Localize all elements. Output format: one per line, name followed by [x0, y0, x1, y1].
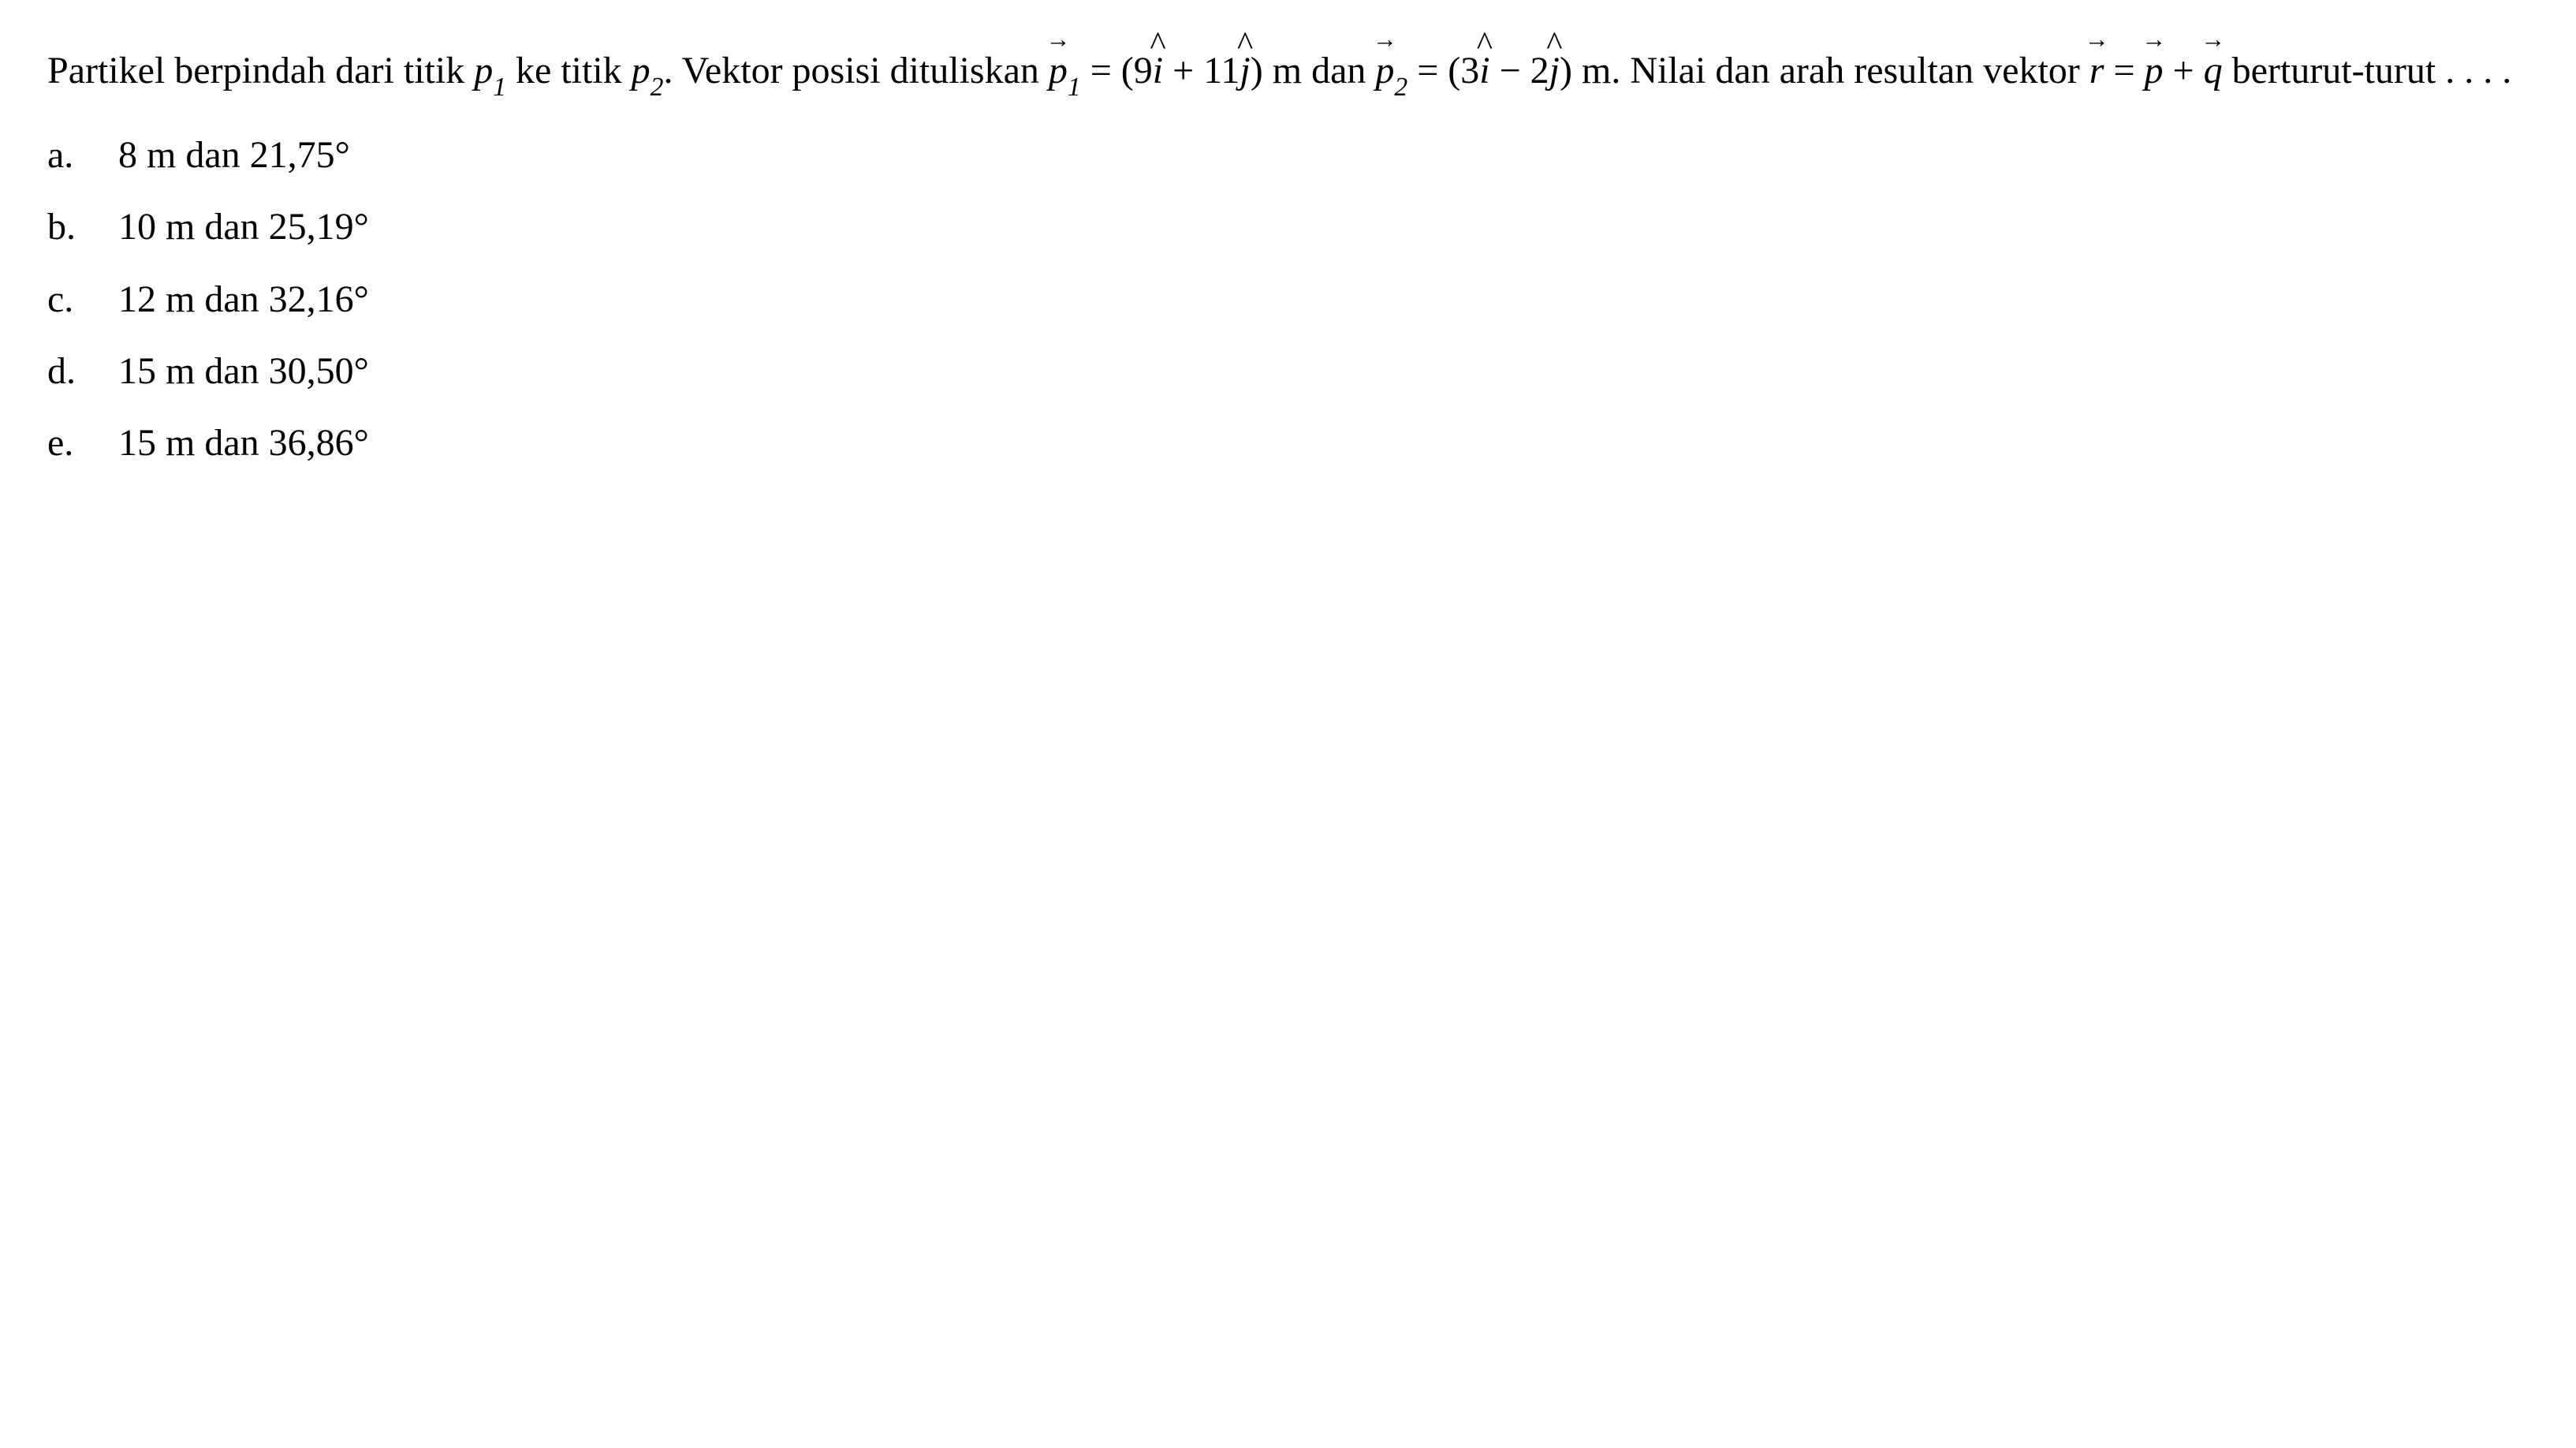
math-i-hat: i — [1479, 32, 1489, 111]
text-segment: Partikel berpindah dari titik — [47, 50, 474, 91]
option-letter: e. — [47, 407, 118, 479]
text-segment: − 2 — [1490, 50, 1549, 91]
option-text: 12 m dan 32,16° — [118, 263, 2529, 335]
text-segment: berturut-turut . . . . — [2223, 50, 2512, 91]
math-vec-p: p — [2145, 32, 2164, 111]
text-segment: ) m. Nilai dan arah resultan vektor — [1560, 50, 2090, 91]
option-d: d. 15 m dan 30,50° — [47, 335, 2529, 407]
text-segment: = (3 — [1407, 50, 1479, 91]
options-list: a. 8 m dan 21,75° b. 10 m dan 25,19° c. … — [47, 119, 2529, 479]
option-e: e. 15 m dan 36,86° — [47, 407, 2529, 479]
question-stem: Partikel berpindah dari titik p1 ke titi… — [47, 32, 2529, 111]
option-text: 15 m dan 30,50° — [118, 335, 2529, 407]
option-letter: a. — [47, 119, 118, 191]
option-c: c. 12 m dan 32,16° — [47, 263, 2529, 335]
math-i-hat: i — [1153, 32, 1163, 111]
option-letter: d. — [47, 335, 118, 407]
text-segment: ke titik — [506, 50, 632, 91]
option-letter: b. — [47, 191, 118, 263]
option-letter: c. — [47, 263, 118, 335]
math-vec-p2: p2 — [1375, 50, 1407, 91]
option-b: b. 10 m dan 25,19° — [47, 191, 2529, 263]
text-segment: = — [2104, 50, 2144, 91]
text-segment: = (9 — [1081, 50, 1153, 91]
text-segment: + — [2164, 50, 2204, 91]
option-text: 8 m dan 21,75° — [118, 119, 2529, 191]
option-text: 10 m dan 25,19° — [118, 191, 2529, 263]
math-vec-r: r — [2090, 32, 2104, 111]
math-p1: p1 — [474, 50, 506, 91]
math-p2: p2 — [632, 50, 664, 91]
text-segment: . Vektor posisi dituliskan — [663, 50, 1048, 91]
option-a: a. 8 m dan 21,75° — [47, 119, 2529, 191]
math-vec-q: q — [2204, 32, 2223, 111]
math-j-hat: j — [1240, 32, 1250, 111]
math-j-hat: j — [1549, 32, 1560, 111]
text-segment: ) m dan — [1251, 50, 1376, 91]
math-vec-p1: p1 — [1049, 50, 1081, 91]
option-text: 15 m dan 36,86° — [118, 407, 2529, 479]
text-segment: + 11 — [1163, 50, 1240, 91]
